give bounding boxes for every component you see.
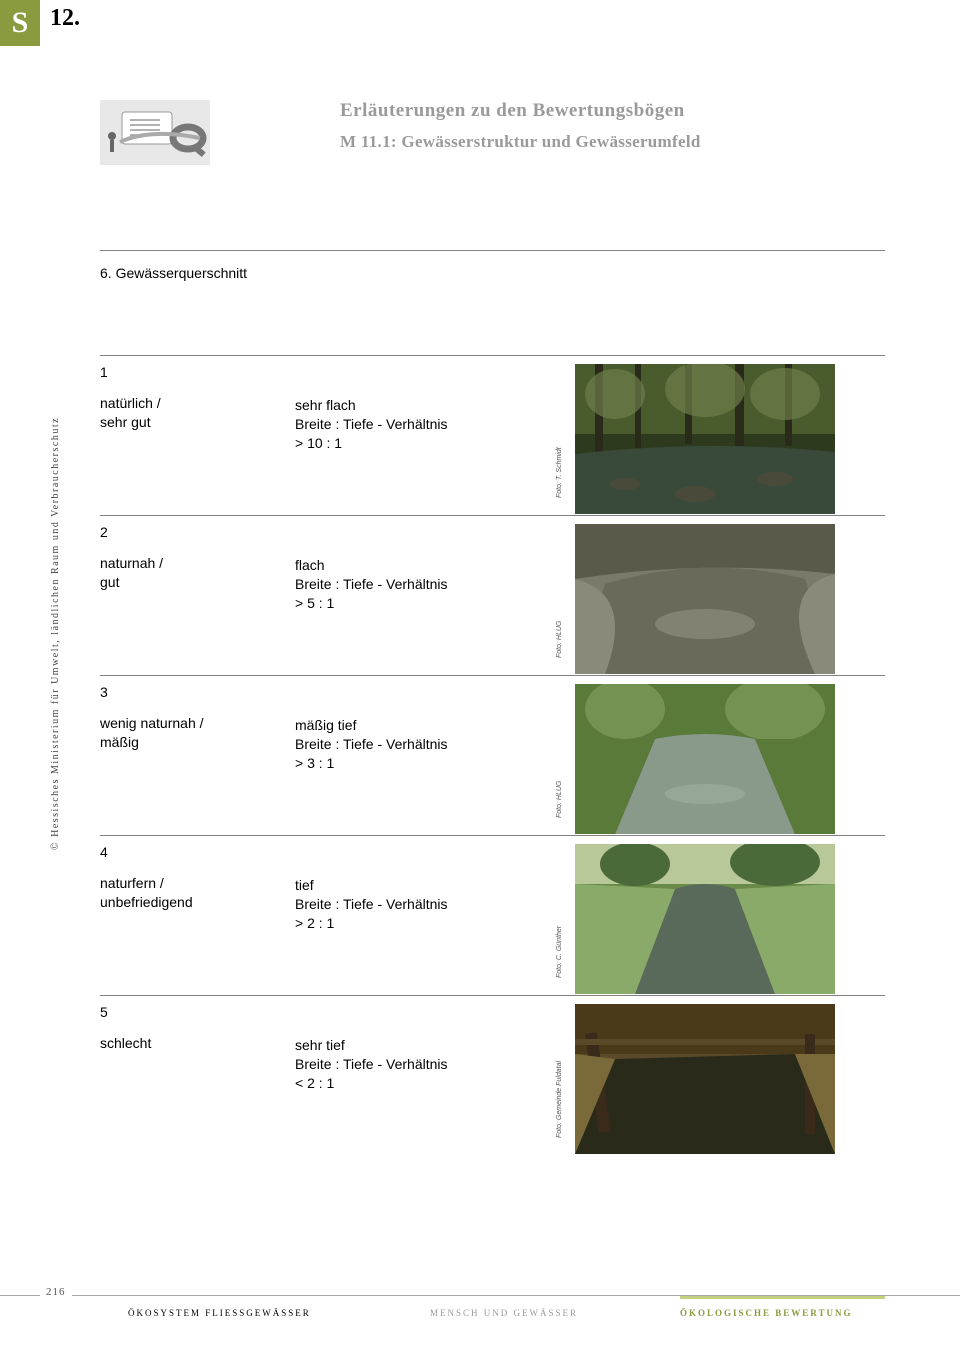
rating-photo-col: Foto: HLUG xyxy=(575,524,835,674)
rating-row: 3 wenig naturnah / mäßig mäßig tief Brei… xyxy=(100,675,885,835)
page-title: Erläuterungen zu den Bewertungsbögen xyxy=(340,100,890,122)
rating-label: naturnah / gut xyxy=(100,554,285,592)
photo-credit: Foto: HLUG xyxy=(556,781,563,818)
photo-credit: Foto: Gemeinde Fuldatal xyxy=(556,1061,563,1138)
rating-photo-col: Foto: T. Schmidt xyxy=(575,364,835,514)
rating-index: 5 xyxy=(100,1004,285,1020)
copyright-sidebar: © Hessisches Ministerium für Umwelt, län… xyxy=(50,417,61,850)
rating-index: 1 xyxy=(100,364,285,380)
rating-label-col: 1 natürlich / sehr gut xyxy=(100,364,295,432)
photo-credit: Foto: C. Günther xyxy=(556,926,563,978)
rating-description: sehr tief Breite : Tiefe - Verhältnis < … xyxy=(295,1036,565,1093)
rating-desc-col: tief Breite : Tiefe - Verhältnis > 2 : 1 xyxy=(295,844,575,933)
header-icon xyxy=(100,100,210,165)
divider xyxy=(100,250,885,251)
rating-desc-col: sehr tief Breite : Tiefe - Verhältnis < … xyxy=(295,1004,575,1093)
rating-description: sehr flach Breite : Tiefe - Verhältnis >… xyxy=(295,396,565,453)
rating-photo-col: Foto: HLUG xyxy=(575,684,835,834)
rating-row: 1 natürlich / sehr gut sehr flach Breite… xyxy=(100,355,885,515)
rating-table: 1 natürlich / sehr gut sehr flach Breite… xyxy=(100,355,885,1155)
rating-label: naturfern / unbefriedigend xyxy=(100,874,285,912)
rating-row: 5 schlecht sehr tief Breite : Tiefe - Ve… xyxy=(100,995,885,1155)
footer: 216 ÖKOSYSTEM FLIESSGEWÄSSER MENSCH UND … xyxy=(0,1295,960,1335)
rating-photo-col: Foto: C. Günther xyxy=(575,844,835,994)
rating-description: mäßig tief Breite : Tiefe - Verhältnis >… xyxy=(295,716,565,773)
rating-label-col: 4 naturfern / unbefriedigend xyxy=(100,844,295,912)
rating-label-col: 3 wenig naturnah / mäßig xyxy=(100,684,295,752)
rating-description: flach Breite : Tiefe - Verhältnis > 5 : … xyxy=(295,556,565,613)
page-subtitle: M 11.1: Gewässerstruktur und Gewässerumf… xyxy=(340,132,890,152)
rating-description: tief Breite : Tiefe - Verhältnis > 2 : 1 xyxy=(295,876,565,933)
photo-credit: Foto: T. Schmidt xyxy=(556,447,563,498)
rating-desc-col: sehr flach Breite : Tiefe - Verhältnis >… xyxy=(295,364,575,453)
photo-credit: Foto: HLUG xyxy=(556,621,563,658)
rating-row: 4 naturfern / unbefriedigend tief Breite… xyxy=(100,835,885,995)
section-badge: S xyxy=(0,0,40,46)
footer-section-right: ÖKOLOGISCHE BEWERTUNG xyxy=(680,1308,852,1318)
rating-label-col: 5 schlecht xyxy=(100,1004,295,1053)
title-block: Erläuterungen zu den Bewertungsbögen M 1… xyxy=(340,100,890,152)
rating-photo-col: Foto: Gemeinde Fuldatal xyxy=(575,1004,835,1154)
footer-section-left: ÖKOSYSTEM FLIESSGEWÄSSER xyxy=(128,1308,311,1318)
section-heading: 6. Gewässerquerschnitt xyxy=(100,265,247,281)
rating-desc-col: flach Breite : Tiefe - Verhältnis > 5 : … xyxy=(295,524,575,613)
rating-label-col: 2 naturnah / gut xyxy=(100,524,295,592)
rating-row: 2 naturnah / gut flach Breite : Tiefe - … xyxy=(100,515,885,675)
rating-label: natürlich / sehr gut xyxy=(100,394,285,432)
rating-label: wenig naturnah / mäßig xyxy=(100,714,285,752)
footer-accent-bar xyxy=(680,1296,885,1299)
footer-page-number: 216 xyxy=(40,1286,72,1298)
rating-label: schlecht xyxy=(100,1034,285,1053)
page-number-top: 12. xyxy=(50,5,80,32)
rating-index: 3 xyxy=(100,684,285,700)
rating-index: 4 xyxy=(100,844,285,860)
rating-index: 2 xyxy=(100,524,285,540)
footer-section-mid: MENSCH UND GEWÄSSER xyxy=(430,1308,578,1318)
rating-desc-col: mäßig tief Breite : Tiefe - Verhältnis >… xyxy=(295,684,575,773)
